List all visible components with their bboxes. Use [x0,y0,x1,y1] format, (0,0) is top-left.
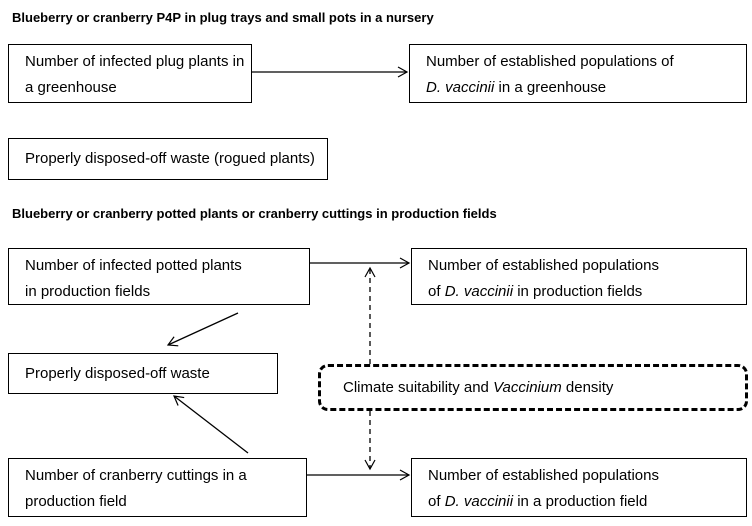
node-text: Number of infected plug plants in [25,53,245,70]
arrow [166,312,239,347]
node-text: Properly disposed-off waste (rogued plan… [25,150,315,167]
node-text: of [428,283,445,300]
node: Number of established populations of D. … [411,458,747,517]
node-text: density [561,378,614,396]
section-title: Blueberry or cranberry potted plants or … [12,206,497,221]
arrow [173,395,249,454]
node-text: Properly disposed-off waste [25,364,210,382]
node-text: Climate suitability and [343,378,494,396]
node: Number of cranberry cuttings in a produc… [8,458,307,517]
node-text: Number of infected potted plants [25,257,242,274]
node: Number of established populations of D. … [409,44,747,103]
node: Number of established populations of D. … [411,248,747,305]
node-text: in production fields [513,283,643,300]
node-text: in a production field [513,493,648,510]
section-title: Blueberry or cranberry P4P in plug trays… [12,10,434,25]
node-text: of [428,493,445,510]
factor-node: Climate suitability and Vaccinium densit… [318,364,748,411]
node: Number of infected potted plants in prod… [8,248,310,305]
node-text: in production fields [25,283,151,300]
node: Properly disposed-off waste [8,353,278,394]
node-text: production field [25,493,127,510]
node-text: D. vaccinii [444,493,514,510]
node: Number of infected plug plants in a gree… [8,44,252,103]
node-text: Number of established populations [428,467,659,484]
node-text: Vaccinium [493,378,562,396]
node-text: D. vaccinii [444,283,514,300]
node-text: a greenhouse [25,79,117,96]
node-text: Number of cranberry cuttings in a [25,467,247,484]
node: Properly disposed-off waste (rogued plan… [8,138,328,180]
node-text: Number of established populations of [426,53,674,70]
node-text: in a greenhouse [494,79,607,96]
node-text: Number of established populations [428,257,659,274]
node-text: D. vaccinii [426,79,495,96]
